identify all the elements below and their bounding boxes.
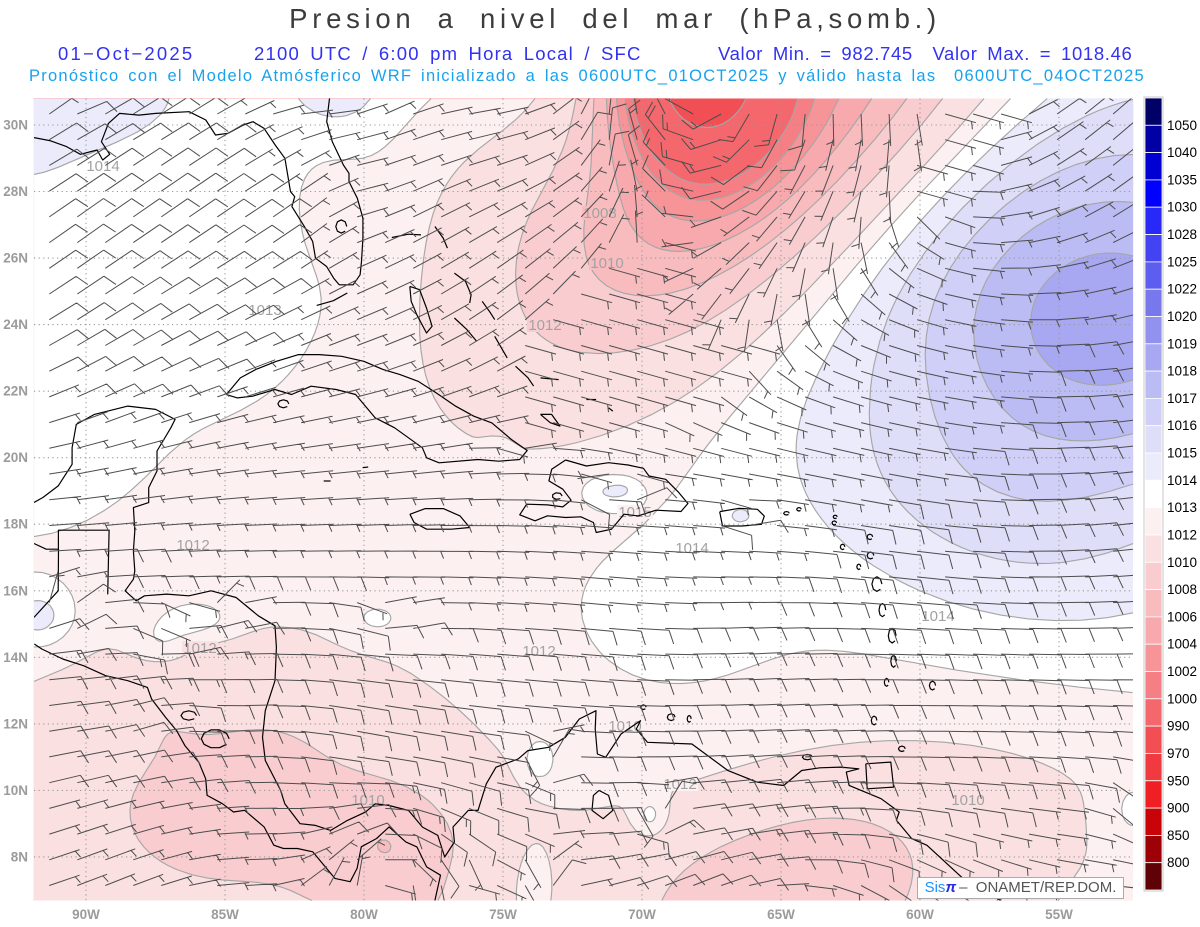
svg-text:1014: 1014 [1167, 473, 1198, 488]
svg-text:1010: 1010 [1167, 555, 1197, 570]
svg-text:90W: 90W [72, 907, 100, 922]
svg-text:1012: 1012 [1167, 528, 1197, 543]
svg-text:1006: 1006 [1167, 609, 1197, 624]
svg-text:18N: 18N [3, 517, 28, 532]
svg-text:1035: 1035 [1167, 172, 1197, 187]
svg-text:1030: 1030 [1167, 200, 1197, 215]
svg-text:80W: 80W [350, 907, 378, 922]
svg-text:1014: 1014 [675, 540, 708, 557]
svg-text:75W: 75W [489, 907, 517, 922]
svg-text:800: 800 [1167, 855, 1190, 870]
svg-text:70W: 70W [628, 907, 656, 922]
svg-text:16N: 16N [3, 583, 28, 598]
svg-text:1010: 1010 [590, 255, 623, 272]
svg-text:1014: 1014 [86, 158, 119, 175]
svg-text:30N: 30N [3, 118, 28, 133]
svg-text:970: 970 [1167, 746, 1190, 761]
svg-text:1013: 1013 [1167, 500, 1197, 515]
svg-text:850: 850 [1167, 828, 1190, 843]
svg-text:1002: 1002 [1167, 664, 1197, 679]
svg-text:1008: 1008 [1167, 582, 1197, 597]
svg-text:1019: 1019 [1167, 336, 1197, 351]
svg-text:1022: 1022 [1167, 282, 1197, 297]
svg-text:990: 990 [1167, 719, 1190, 734]
svg-text:1020: 1020 [1167, 309, 1197, 324]
svg-text:1000: 1000 [1167, 691, 1197, 706]
svg-text:1010: 1010 [608, 718, 641, 735]
svg-text:1010: 1010 [351, 792, 384, 809]
svg-text:1015: 1015 [1167, 446, 1197, 461]
svg-text:26N: 26N [3, 251, 28, 266]
svg-text:8N: 8N [11, 849, 28, 864]
svg-text:1010: 1010 [951, 792, 984, 809]
svg-text:1025: 1025 [1167, 254, 1197, 269]
svg-text:1050: 1050 [1167, 118, 1197, 133]
svg-text:1018: 1018 [1167, 364, 1197, 379]
svg-text:1004: 1004 [1167, 637, 1198, 652]
svg-text:65W: 65W [767, 907, 795, 922]
svg-text:900: 900 [1167, 801, 1190, 816]
svg-text:1012: 1012 [522, 643, 555, 660]
svg-text:28N: 28N [3, 184, 28, 199]
svg-text:1013: 1013 [248, 302, 281, 319]
svg-text:22N: 22N [3, 384, 28, 399]
svg-text:1016: 1016 [1167, 418, 1197, 433]
svg-text:24N: 24N [3, 317, 28, 332]
svg-text:55W: 55W [1045, 907, 1073, 922]
svg-text:1040: 1040 [1167, 145, 1197, 160]
svg-text:14N: 14N [3, 650, 28, 665]
svg-text:950: 950 [1167, 773, 1190, 788]
svg-text:1012: 1012 [528, 317, 561, 334]
svg-text:1008: 1008 [583, 205, 616, 222]
svg-text:1012: 1012 [183, 640, 216, 657]
svg-text:1028: 1028 [1167, 227, 1197, 242]
svg-text:1014: 1014 [921, 608, 954, 625]
svg-text:10N: 10N [3, 783, 28, 798]
svg-text:20N: 20N [3, 450, 28, 465]
svg-text:12N: 12N [3, 716, 28, 731]
svg-text:85W: 85W [211, 907, 239, 922]
svg-text:60W: 60W [906, 907, 934, 922]
svg-text:1017: 1017 [1167, 391, 1197, 406]
svg-text:1015: 1015 [618, 504, 651, 521]
